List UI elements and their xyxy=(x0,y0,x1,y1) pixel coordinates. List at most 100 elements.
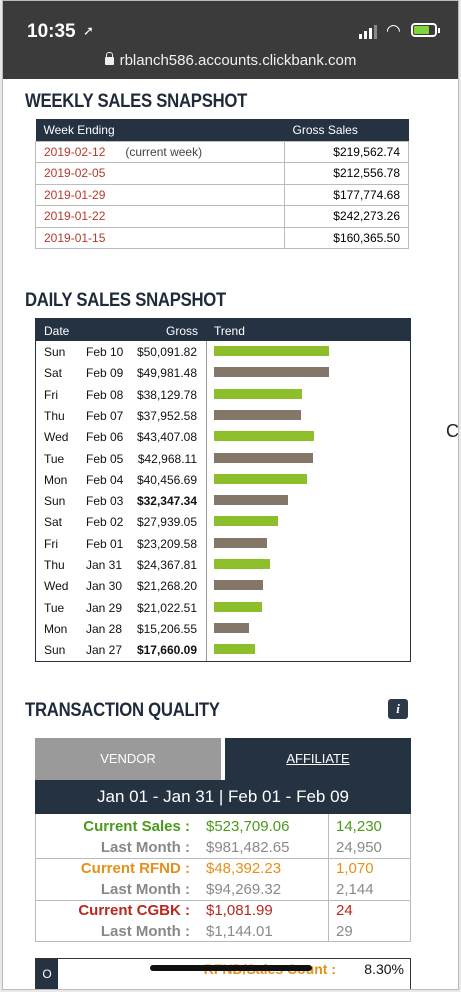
day-gross: $17,660.09 xyxy=(136,643,197,658)
url-text: rblanch586.accounts.clickbank.com xyxy=(119,52,357,69)
address-bar[interactable]: rblanch586.accounts.clickbank.com xyxy=(3,52,458,69)
quality-label: Current Sales : xyxy=(83,818,190,835)
table-row: Sat Feb 02 $27,939.05 xyxy=(36,511,410,532)
quality-row: Current CGBK : $1,081.99 24 xyxy=(36,900,410,921)
quality-count: 29 xyxy=(336,923,353,940)
day-gross: $32,347.34 xyxy=(136,494,197,509)
table-row: 2019-01-29 $177,774.68 xyxy=(35,183,409,206)
ratio-box-marker: O xyxy=(36,959,58,989)
table-row: Tue Jan 29 $21,022.51 xyxy=(36,597,410,618)
table-row: Thu Jan 31 $24,367.81 xyxy=(36,554,410,575)
home-indicator[interactable] xyxy=(150,965,312,971)
day-gross: $21,268.20 xyxy=(136,579,197,594)
day-date: Feb 08 xyxy=(86,387,124,402)
trend-bar xyxy=(214,452,313,463)
quality-heading: TRANSACTION QUALITY xyxy=(25,700,220,721)
wifi-icon: ◠ xyxy=(386,21,401,40)
date-range: Jan 01 - Jan 31 | Feb 01 - Feb 09 xyxy=(35,780,411,814)
day-name: Tue xyxy=(44,451,65,466)
week-date[interactable]: 2019-02-05 xyxy=(44,166,106,181)
week-date[interactable]: 2019-01-22 xyxy=(44,209,106,224)
week-gross: $177,774.68 xyxy=(284,183,409,206)
table-row: 2019-01-22 $242,273.26 xyxy=(35,205,409,228)
table-row: Wed Feb 06 $43,407.08 xyxy=(36,426,410,447)
day-date: Feb 07 xyxy=(86,408,124,423)
weekly-sales-table: Week Ending Gross Sales 2019-02-12 (curre… xyxy=(35,119,409,249)
day-date: Feb 03 xyxy=(86,494,124,509)
quality-label: Last Month : xyxy=(100,839,190,856)
day-date: Feb 01 xyxy=(86,536,124,551)
week-date[interactable]: 2019-02-12 xyxy=(44,144,106,159)
day-date: Jan 28 xyxy=(86,621,123,636)
day-gross: $49,981.48 xyxy=(136,366,197,381)
cell-signal-icon xyxy=(359,25,377,39)
quality-value: $1,081.99 xyxy=(206,902,273,919)
quality-label: Current CGBK : xyxy=(78,902,190,919)
table-row: Tue Feb 05 $42,968.11 xyxy=(36,448,410,469)
quality-label: Current RFND : xyxy=(80,860,190,877)
day-name: Wed xyxy=(44,579,69,594)
day-name: Thu xyxy=(44,408,65,423)
day-gross: $27,939.05 xyxy=(136,515,197,530)
table-row: Sun Feb 10 $50,091.82 xyxy=(36,341,410,362)
quality-row: Last Month : $1,144.01 29 xyxy=(36,921,410,942)
day-gross: $38,129.78 xyxy=(136,387,197,402)
trend-bar xyxy=(214,367,329,378)
week-date[interactable]: 2019-01-29 xyxy=(44,187,106,202)
clock: 10:35 xyxy=(27,21,76,42)
quality-count: 1,070 xyxy=(336,860,374,877)
week-gross: $160,365.50 xyxy=(284,226,409,249)
day-name: Fri xyxy=(44,387,58,402)
trend-bar xyxy=(214,473,307,484)
table-row: Mon Feb 04 $40,456.69 xyxy=(36,469,410,490)
day-date: Feb 05 xyxy=(86,451,124,466)
tab-affiliate[interactable]: AFFILIATE xyxy=(225,738,411,780)
table-row: 2019-02-05 $212,556.78 xyxy=(35,162,409,185)
col-gross: Gross xyxy=(166,324,199,338)
daily-body: Sun Feb 10 $50,091.82 Sat Feb 09 $49,981.48 Fr… xyxy=(36,341,410,661)
quality-count: 24,950 xyxy=(336,839,382,856)
trend-bar xyxy=(214,409,302,420)
quality-value: $523,709.06 xyxy=(206,818,290,835)
quality-count: 2,144 xyxy=(336,881,374,898)
battery-icon xyxy=(411,23,440,37)
day-date: Jan 29 xyxy=(86,600,123,615)
ratio-box: O RFND/Sales Count : 8.30% xyxy=(35,958,411,989)
day-gross: $50,091.82 xyxy=(136,345,197,359)
table-row: Mon Jan 28 $15,206.55 xyxy=(36,618,410,639)
trend-bar xyxy=(214,388,302,399)
table-row: Sun Jan 27 $17,660.09 xyxy=(36,639,410,660)
day-date: Jan 31 xyxy=(86,558,123,572)
day-name: Fri xyxy=(44,536,58,551)
day-name: Mon xyxy=(44,621,68,636)
col-gross-sales: Gross Sales xyxy=(284,119,409,141)
table-row: Fri Feb 01 $23,209.58 xyxy=(36,533,410,554)
trend-bar xyxy=(214,601,263,612)
day-date: Feb 09 xyxy=(86,366,124,381)
quality-count: 14,230 xyxy=(336,818,382,835)
week-gross: $212,556.78 xyxy=(284,162,409,185)
col-date: Date xyxy=(44,324,70,338)
day-gross: $23,209.58 xyxy=(136,536,197,551)
tab-vendor[interactable]: VENDOR xyxy=(35,738,221,780)
quality-row: Last Month : $981,482.65 24,950 xyxy=(36,837,410,858)
trend-bar xyxy=(214,537,268,548)
week-date[interactable]: 2019-01-15 xyxy=(44,230,106,245)
day-date: Jan 30 xyxy=(86,579,123,594)
trend-bar xyxy=(214,559,270,569)
quality-row: Current Sales : $523,709.06 14,230 xyxy=(36,816,410,837)
day-gross: $40,456.69 xyxy=(136,472,197,487)
trend-bar xyxy=(214,495,289,506)
day-date: Feb 04 xyxy=(86,472,124,487)
table-row: Wed Jan 30 $21,268.20 xyxy=(36,575,410,596)
quality-row: Current RFND : $48,392.23 1,070 xyxy=(36,858,410,879)
day-name: Sun xyxy=(44,494,66,509)
day-name: Wed xyxy=(44,430,69,445)
quality-count: 24 xyxy=(336,902,353,919)
table-row: 2019-01-15 $160,365.50 xyxy=(35,226,409,249)
table-row: 2019-02-12 (current week) $219,562.74 xyxy=(35,140,409,163)
info-icon[interactable]: i xyxy=(388,699,408,719)
day-date: Feb 06 xyxy=(86,430,124,445)
table-row: Thu Feb 07 $37,952.58 xyxy=(36,405,410,426)
